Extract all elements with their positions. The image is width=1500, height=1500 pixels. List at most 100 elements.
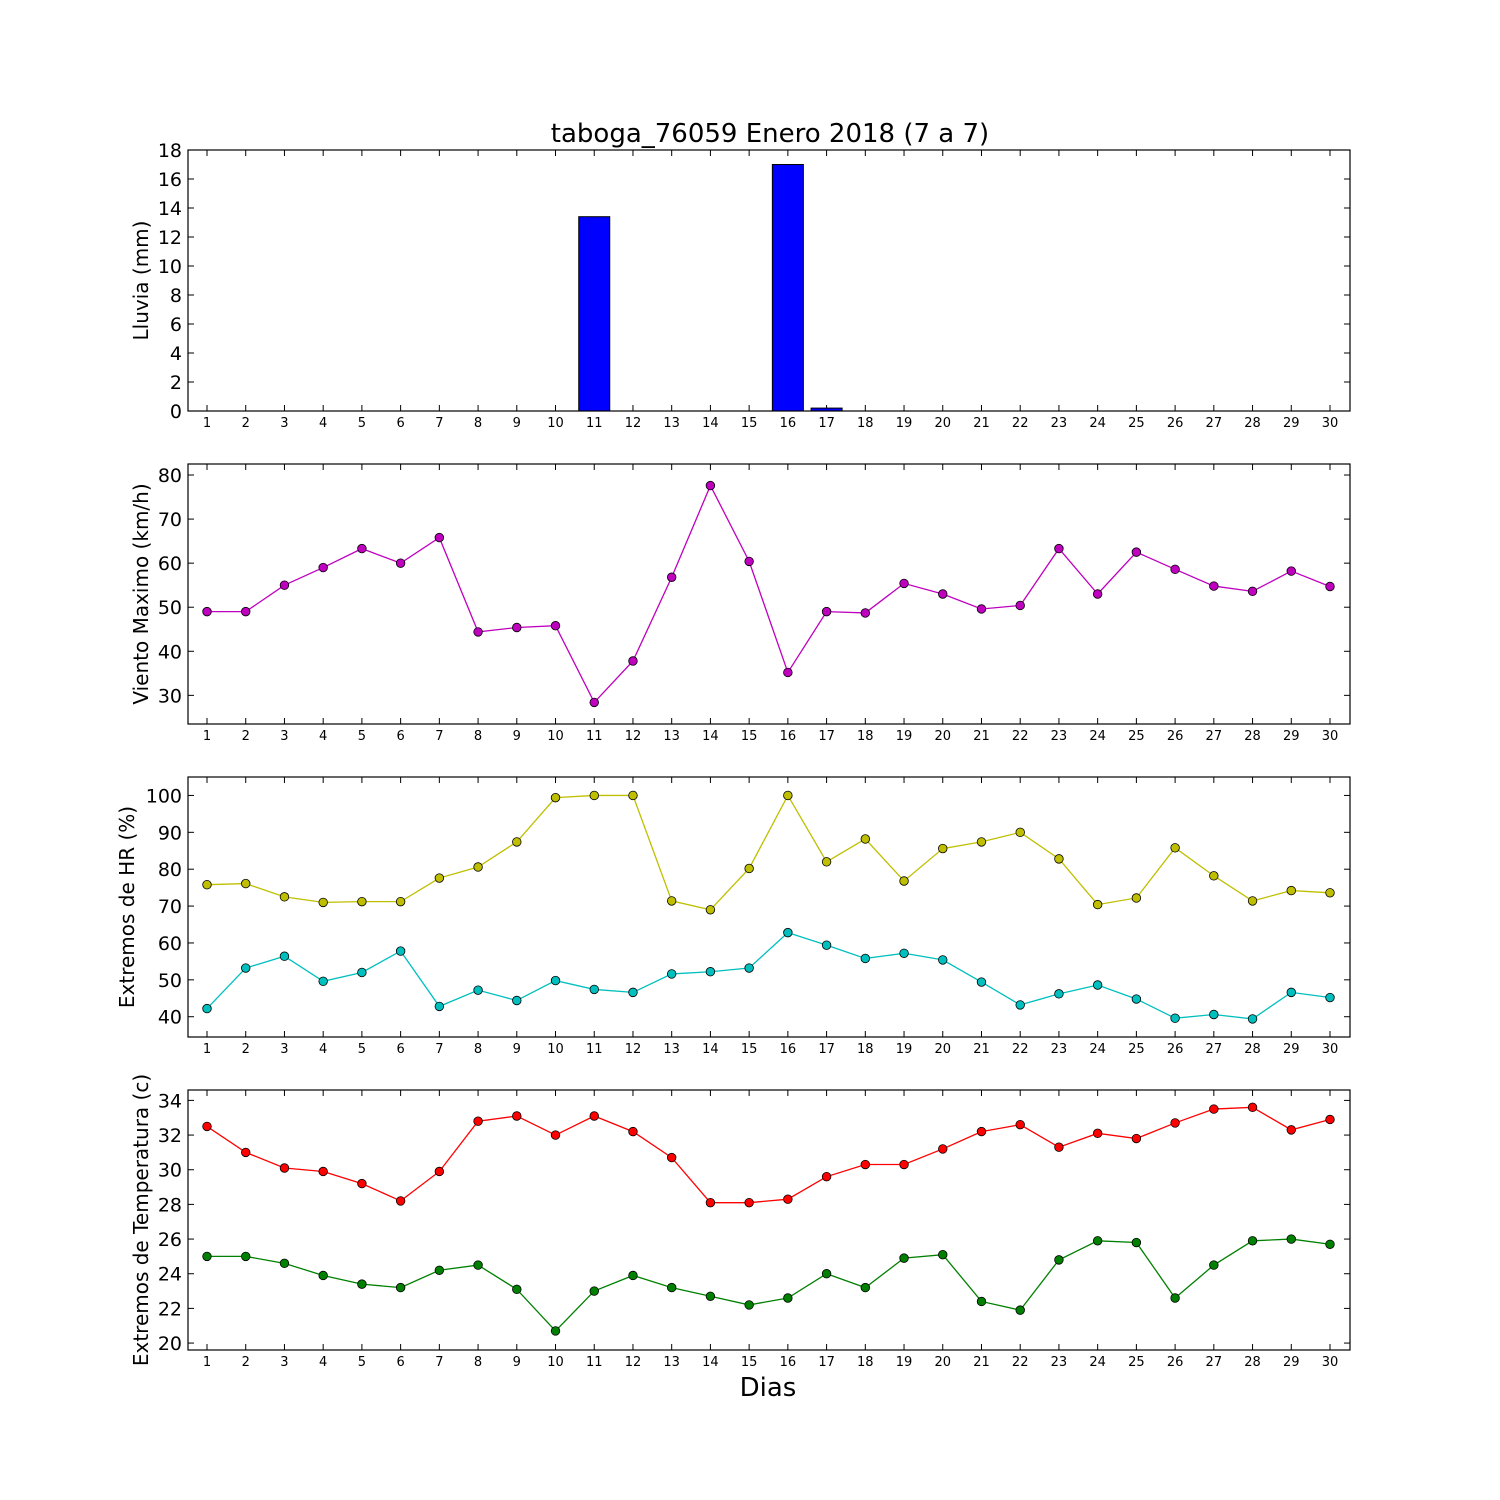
data-point — [1015, 600, 1025, 611]
data-point — [357, 896, 367, 907]
data-point — [1092, 1236, 1103, 1246]
data-point — [976, 977, 987, 987]
data-point — [1170, 1118, 1180, 1128]
data-point — [744, 1197, 754, 1208]
data-point — [1054, 989, 1064, 999]
x-tick-label: 27 — [1206, 1355, 1223, 1370]
x-tick-label: 4 — [319, 729, 327, 744]
x-tick-label: 13 — [663, 416, 680, 431]
x-tick-label: 7 — [435, 729, 443, 744]
x-tick-label: 22 — [1012, 416, 1029, 431]
x-tick-label: 14 — [702, 729, 719, 744]
x-tick-label: 23 — [1051, 729, 1068, 744]
y-tick-label: 70 — [158, 896, 182, 918]
x-tick-label: 13 — [663, 729, 680, 744]
data-point — [783, 1194, 793, 1204]
bar — [578, 216, 611, 412]
x-tick-label: 12 — [625, 1042, 642, 1057]
x-tick-label: 26 — [1167, 1355, 1184, 1370]
x-tick-label: 12 — [625, 1355, 642, 1370]
x-tick-label: 19 — [896, 729, 913, 744]
x-tick-label: 13 — [663, 1042, 680, 1057]
x-tick-label: 1 — [203, 729, 211, 744]
data-point — [705, 1197, 716, 1208]
x-tick-label: 10 — [547, 729, 564, 744]
data-point — [860, 1159, 871, 1170]
data-point — [241, 1147, 251, 1158]
x-tick-label: 5 — [358, 416, 366, 431]
x-tick-label: 29 — [1283, 729, 1300, 744]
data-point — [1092, 589, 1103, 599]
data-point — [1131, 994, 1142, 1004]
data-point — [821, 1269, 832, 1279]
plot-frame — [187, 149, 1351, 412]
data-point — [434, 532, 445, 543]
data-point — [202, 606, 212, 617]
x-tick-label: 5 — [358, 1042, 366, 1057]
data-point — [473, 1260, 483, 1270]
y-tick-label: 4 — [170, 343, 182, 365]
x-tick-label: 20 — [934, 1042, 951, 1057]
x-tick-label: 11 — [586, 729, 603, 744]
x-tick-label: 9 — [513, 1355, 521, 1370]
data-point — [705, 1291, 716, 1301]
y-tick-label: 80 — [158, 465, 182, 487]
data-point — [1170, 1293, 1180, 1303]
x-tick-label: 26 — [1167, 1042, 1184, 1057]
data-point — [550, 1326, 561, 1336]
x-tick-label: 22 — [1012, 729, 1029, 744]
data-point — [241, 606, 251, 617]
data-point — [395, 1282, 406, 1293]
y-tick-label: 22 — [158, 1298, 182, 1320]
data-point — [938, 1249, 948, 1260]
y-axis-label: Extremos de Temperatura (c) — [129, 1074, 153, 1366]
data-point — [1247, 1102, 1258, 1113]
data-point — [628, 1126, 638, 1137]
x-tick-label: 3 — [280, 1042, 288, 1057]
data-point — [899, 1253, 909, 1263]
x-tick-label: 26 — [1167, 416, 1184, 431]
bar — [771, 164, 804, 412]
x-tick-label: 9 — [513, 416, 521, 431]
data-point — [1054, 1142, 1064, 1152]
data-point — [705, 905, 716, 915]
data-point — [783, 927, 793, 938]
x-tick-label: 20 — [934, 1355, 951, 1370]
x-tick-label: 19 — [896, 1042, 913, 1057]
x-tick-label: 21 — [973, 729, 990, 744]
data-point — [1325, 992, 1335, 1003]
data-point — [744, 963, 754, 973]
y-tick-label: 100 — [146, 785, 182, 807]
x-tick-label: 23 — [1051, 416, 1068, 431]
y-tick-label: 34 — [158, 1090, 182, 1112]
data-point — [821, 857, 832, 867]
data-point — [395, 946, 406, 956]
x-tick-label: 13 — [663, 1355, 680, 1370]
data-point — [1092, 980, 1103, 990]
data-point — [395, 558, 406, 568]
data-point — [357, 1279, 367, 1289]
y-tick-label: 2 — [170, 372, 182, 394]
data-point — [1247, 1014, 1258, 1024]
data-point — [1209, 871, 1219, 881]
x-tick-label: 17 — [818, 416, 835, 431]
y-tick-label: 40 — [158, 641, 182, 663]
x-tick-label: 6 — [396, 729, 404, 744]
y-tick-label: 80 — [158, 859, 182, 881]
x-tick-label: 7 — [435, 1042, 443, 1057]
x-tick-label: 2 — [242, 1042, 250, 1057]
data-point — [202, 879, 212, 890]
data-point — [473, 985, 483, 995]
data-point — [1286, 885, 1296, 896]
x-tick-label: 25 — [1128, 1042, 1145, 1057]
x-tick-label: 17 — [818, 729, 835, 744]
x-tick-label: 21 — [973, 1042, 990, 1057]
x-tick-label: 8 — [474, 729, 482, 744]
x-tick-label: 3 — [280, 1355, 288, 1370]
data-point — [512, 622, 522, 633]
x-tick-label: 1 — [203, 416, 211, 431]
y-tick-label: 20 — [158, 1333, 182, 1355]
y-tick-label: 40 — [158, 1007, 182, 1029]
